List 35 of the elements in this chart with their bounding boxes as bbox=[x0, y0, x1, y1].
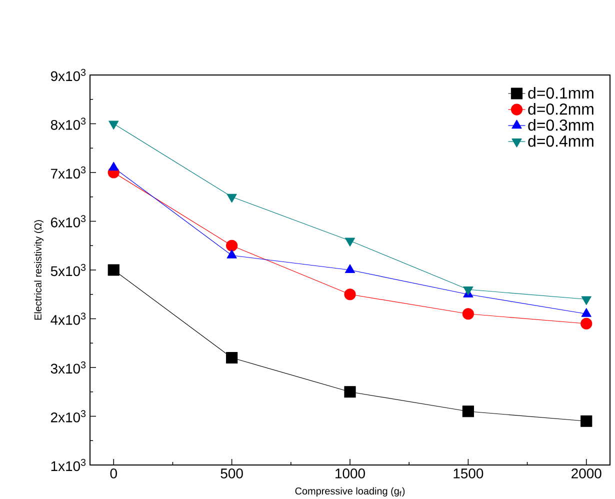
point bbox=[226, 352, 238, 364]
legend-label: d=0.4mm bbox=[528, 135, 594, 147]
legend-label: d=0.3mm bbox=[528, 119, 594, 131]
y-tick-label: 1x10$^{3}$ bbox=[51, 458, 86, 472]
y-tick-label: 5x10$^{3}$ bbox=[50, 264, 86, 276]
x-tick-label: 2000 bbox=[572, 468, 602, 478]
point bbox=[226, 194, 237, 203]
y-tick-label: 6x10$^{3}$ bbox=[51, 215, 86, 228]
x-tick-label: 500 bbox=[220, 468, 243, 478]
x-tick-label: 0 bbox=[110, 468, 117, 478]
point bbox=[462, 406, 474, 418]
point bbox=[462, 308, 474, 320]
point bbox=[344, 238, 356, 247]
x-tick-label: 1500 bbox=[454, 468, 484, 478]
y-tick-label: 3x10$^{3}$ bbox=[50, 361, 86, 374]
y-tick-label: 7x10$^{3}$ bbox=[51, 166, 86, 179]
y-tick-label: 9x10$^{3}$ bbox=[50, 68, 86, 82]
point bbox=[463, 286, 474, 296]
point bbox=[581, 308, 592, 317]
point bbox=[226, 240, 238, 252]
point bbox=[580, 415, 592, 427]
point bbox=[108, 120, 119, 130]
y-tick-label: 4x10$^{3}$ bbox=[50, 312, 86, 325]
x-tick-label: 1000 bbox=[336, 468, 365, 478]
point bbox=[580, 318, 592, 330]
point bbox=[344, 288, 356, 300]
y-tick-label: 8x10$^{3}$ bbox=[50, 118, 86, 130]
y-tick-label: 2x10$^{3}$ bbox=[51, 410, 86, 422]
point bbox=[581, 296, 592, 306]
legend-label: d=0.2mm bbox=[528, 103, 594, 115]
point bbox=[108, 264, 120, 276]
x-axis-title: Compressive loading (g$_{f}$) bbox=[295, 487, 405, 497]
point bbox=[344, 386, 356, 398]
y-axis-title: Electrical resistivity (Ω) bbox=[34, 220, 44, 320]
legend-label: d=0.1mm bbox=[528, 86, 594, 99]
